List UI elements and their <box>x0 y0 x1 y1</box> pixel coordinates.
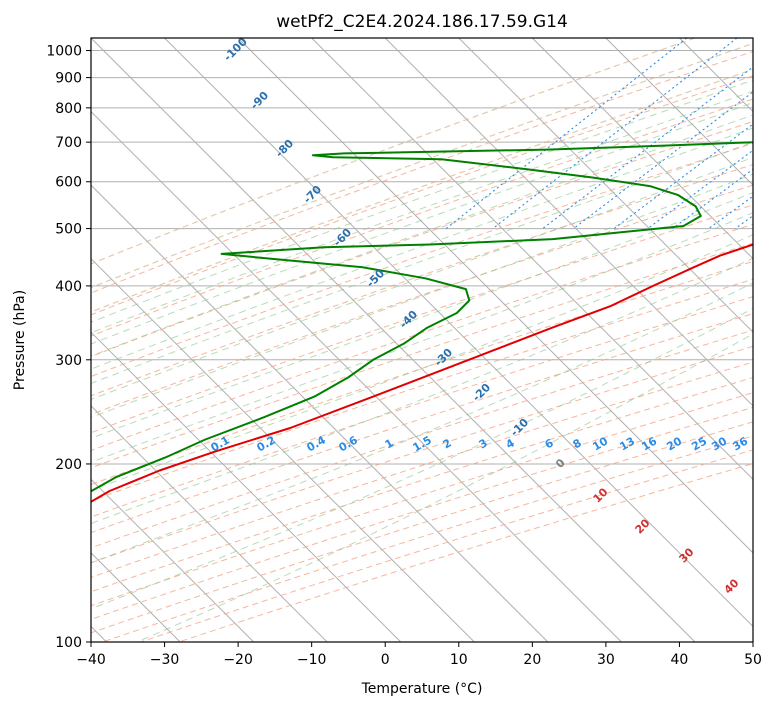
sounding-profiles <box>91 141 753 503</box>
x-tick-label: 30 <box>597 652 615 668</box>
mixing-ratio-lines <box>445 38 753 230</box>
plot-frame <box>90 37 754 643</box>
x-tick-label: 20 <box>523 652 541 668</box>
y-tick-label: 900 <box>55 71 82 87</box>
temperature-profile-line <box>91 243 753 503</box>
dry-adiabat-line <box>91 50 753 294</box>
isotherm-gridline <box>91 405 328 642</box>
dry-adiabat-line <box>91 278 753 502</box>
x-tick-label: 50 <box>744 652 762 668</box>
y-tick-label: 600 <box>55 175 82 191</box>
x-axis-ticks: −40 −30 −20 −10 0 10 20 30 40 50 <box>76 642 762 668</box>
dry-adiabat-line <box>91 121 753 358</box>
dry-adiabat-line <box>91 376 753 593</box>
x-tick-label: −40 <box>76 652 106 668</box>
pressure-gridlines <box>91 50 753 642</box>
moist-adiabat-line <box>91 90 753 334</box>
moist-adiabat-line <box>91 282 753 564</box>
mixing-ratio-line <box>647 149 753 230</box>
isotherm-gridline <box>311 38 753 481</box>
x-tick-label: 0 <box>381 652 390 668</box>
dewpoint-profile-line <box>91 141 753 493</box>
y-tick-label: 700 <box>55 135 82 151</box>
dry-adiabat-line <box>91 242 753 469</box>
x-tick-label: −10 <box>297 652 327 668</box>
isotherm-gridline <box>237 38 753 554</box>
isotherm-gridline <box>91 110 622 642</box>
x-tick-label: 40 <box>671 652 689 668</box>
y-tick-label: 800 <box>55 101 82 117</box>
isotherm-gridline <box>91 38 696 642</box>
mixing-ratio-line <box>445 38 688 230</box>
y-axis-ticks: 1000 900 800 700 600 500 400 300 200 100 <box>46 44 91 651</box>
dry-adiabat-line <box>91 75 753 316</box>
y-tick-label: 200 <box>55 457 82 473</box>
x-tick-label: −30 <box>150 652 180 668</box>
dry-adiabat-line <box>91 296 753 518</box>
chart-title: wetPf2_C2E4.2024.186.17.59.G14 <box>276 12 568 32</box>
dry-adiabat-line <box>91 164 753 397</box>
y-tick-label: 300 <box>55 353 82 369</box>
x-axis-label: Temperature (°C) <box>361 681 483 697</box>
isotherm-gridline <box>91 184 549 642</box>
x-tick-label: 10 <box>450 652 468 668</box>
dry-adiabat-line <box>91 329 753 549</box>
moist-adiabat-line <box>91 234 753 491</box>
isotherm-gridline <box>605 38 753 186</box>
y-axis-label: Pressure (hPa) <box>12 290 28 390</box>
isotherm-gridline <box>91 257 475 642</box>
moist-adiabat-line <box>91 173 753 419</box>
y-tick-label: 1000 <box>46 44 82 60</box>
moist-adiabat-line <box>91 127 753 370</box>
moist-adiabat-line <box>91 102 753 345</box>
isotherm-gridline <box>91 331 402 642</box>
dry-adiabat-line <box>91 223 753 452</box>
x-tick-label: −20 <box>223 652 253 668</box>
y-tick-label: 400 <box>55 279 82 295</box>
mixing-ratio-line <box>542 66 753 230</box>
moist-adiabat-line <box>91 141 753 384</box>
dry-adiabats <box>91 50 753 642</box>
dry-adiabat-line <box>91 361 753 578</box>
isotherm-gridline <box>458 38 753 333</box>
moist-adiabat-line <box>91 42 753 289</box>
moist-adiabat-line <box>91 38 696 265</box>
dry-adiabat-line <box>91 142 753 378</box>
y-tick-label: 500 <box>55 222 82 238</box>
dry-adiabat-line <box>91 184 753 416</box>
isotherm-gridline <box>164 38 753 628</box>
mixing-ratio-line <box>492 38 738 230</box>
moist-adiabat-line <box>91 68 753 313</box>
isotherm-gridline <box>384 38 753 407</box>
y-tick-label: 100 <box>55 635 82 651</box>
